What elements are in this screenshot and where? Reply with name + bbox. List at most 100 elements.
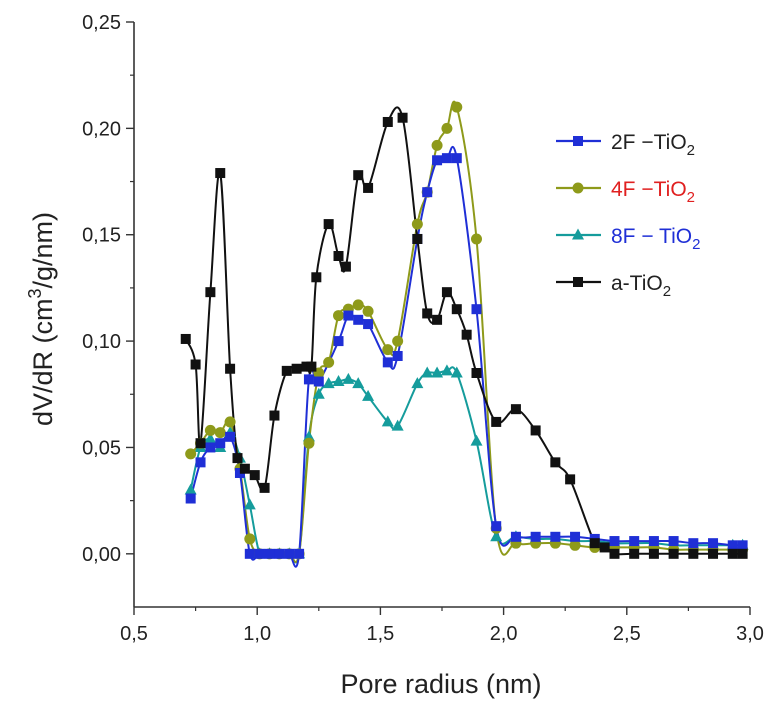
- data-point-4f-tio2: [569, 539, 581, 551]
- data-point-2f-tio2: [254, 548, 265, 559]
- data-point-8f-tio2: [332, 375, 345, 387]
- data-point-a-tio2: [688, 548, 699, 559]
- data-point-a-tio2: [565, 474, 576, 485]
- data-point-2f-tio2: [668, 536, 679, 547]
- y-axis-title: dV/dR (cm3/g/nm): [25, 212, 58, 426]
- data-point-8f-tio2: [312, 387, 325, 399]
- legend-marker: [573, 136, 583, 146]
- legend-label: 8F − TiO2: [611, 225, 700, 253]
- data-point-2f-tio2: [284, 548, 295, 559]
- data-point-4f-tio2: [185, 448, 197, 460]
- x-tick-label: 1,0: [243, 623, 271, 645]
- data-point-a-tio2: [269, 410, 280, 421]
- data-point-2f-tio2: [737, 540, 748, 551]
- x-tick-label: 2,0: [490, 623, 518, 645]
- data-point-4f-tio2: [362, 305, 374, 317]
- data-point-4f-tio2: [411, 218, 423, 230]
- data-point-4f-tio2: [303, 437, 315, 449]
- data-point-a-tio2: [648, 548, 659, 559]
- data-point-2f-tio2: [451, 153, 462, 164]
- data-point-4f-tio2: [470, 233, 482, 245]
- y-tick-label: 0,00: [82, 544, 121, 566]
- data-point-a-tio2: [306, 361, 317, 372]
- data-point-2f-tio2: [264, 548, 275, 559]
- legend-label-main: 2F −TiO: [611, 131, 687, 154]
- data-point-a-tio2: [195, 438, 206, 449]
- data-point-4f-tio2: [382, 344, 394, 356]
- legend-label-subscript: 2: [692, 236, 700, 253]
- data-point-a-tio2: [311, 272, 322, 283]
- data-point-4f-tio2: [244, 533, 256, 545]
- data-point-a-tio2: [530, 425, 541, 436]
- data-point-2f-tio2: [205, 442, 216, 453]
- data-point-2f-tio2: [274, 548, 285, 559]
- data-point-2f-tio2: [313, 376, 324, 387]
- legend-label-main: a-TiO: [611, 272, 663, 295]
- legend-label: 2F −TiO2: [611, 131, 695, 159]
- data-point-a-tio2: [180, 333, 191, 344]
- data-point-a-tio2: [629, 548, 640, 559]
- data-point-a-tio2: [239, 463, 250, 474]
- data-point-a-tio2: [668, 548, 679, 559]
- data-point-a-tio2: [215, 168, 226, 179]
- data-point-8f-tio2: [440, 364, 453, 376]
- legend-label-subscript: 2: [687, 189, 695, 206]
- data-point-a-tio2: [291, 363, 302, 374]
- legend-marker: [573, 277, 583, 287]
- data-point-2f-tio2: [422, 187, 433, 198]
- y-tick-label: 0,25: [82, 12, 121, 34]
- data-point-8f-tio2: [450, 366, 463, 378]
- data-point-2f-tio2: [294, 548, 305, 559]
- data-point-2f-tio2: [363, 319, 374, 330]
- data-point-a-tio2: [422, 308, 433, 319]
- data-point-2f-tio2: [185, 493, 196, 504]
- data-point-a-tio2: [461, 329, 472, 340]
- series-line-8f-tio2: [189, 366, 743, 564]
- data-point-2f-tio2: [303, 374, 314, 385]
- series-line-2f-tio2: [189, 145, 743, 568]
- data-point-4f-tio2: [214, 427, 226, 439]
- y-axis-title-prefix: dV/dR (cm: [28, 299, 58, 427]
- data-point-a-tio2: [397, 112, 408, 123]
- data-point-a-tio2: [363, 182, 374, 193]
- data-point-a-tio2: [451, 304, 462, 315]
- legend-marker: [572, 182, 584, 194]
- data-point-4f-tio2: [451, 101, 463, 113]
- data-point-8f-tio2: [470, 434, 483, 446]
- data-point-8f-tio2: [431, 366, 444, 378]
- data-point-a-tio2: [333, 251, 344, 261]
- data-point-8f-tio2: [381, 415, 394, 427]
- data-point-2f-tio2: [570, 531, 581, 542]
- legend-marker: [572, 228, 584, 240]
- axes: [126, 21, 751, 615]
- data-point-2f-tio2: [550, 531, 561, 542]
- data-point-8f-tio2: [302, 430, 315, 442]
- data-point-2f-tio2: [333, 336, 344, 347]
- data-point-2f-tio2: [195, 457, 206, 468]
- data-point-a-tio2: [708, 548, 719, 559]
- data-point-2f-tio2: [688, 538, 699, 549]
- data-point-2f-tio2: [441, 153, 452, 164]
- y-tick-label: 0,20: [82, 118, 121, 140]
- data-point-a-tio2: [471, 368, 482, 378]
- data-point-8f-tio2: [391, 419, 404, 431]
- y-tick-label: 0,05: [82, 437, 121, 459]
- x-tick-label: 2,5: [613, 623, 641, 645]
- data-point-8f-tio2: [362, 389, 375, 401]
- data-point-2f-tio2: [708, 538, 719, 549]
- data-point-2f-tio2: [432, 155, 443, 166]
- data-point-8f-tio2: [421, 366, 434, 378]
- data-point-8f-tio2: [204, 432, 217, 444]
- data-point-2f-tio2: [392, 350, 403, 361]
- x-axis-title: Pore radius (nm): [340, 669, 541, 699]
- data-point-2f-tio2: [343, 310, 354, 321]
- y-axis-title-sup: 3: [25, 288, 45, 298]
- data-point-a-tio2: [491, 416, 502, 427]
- data-point-a-tio2: [412, 233, 423, 244]
- data-point-a-tio2: [232, 453, 243, 464]
- y-tick-label: 0,15: [82, 225, 121, 247]
- data-point-4f-tio2: [441, 122, 453, 134]
- data-point-4f-tio2: [224, 416, 236, 428]
- data-point-2f-tio2: [510, 531, 521, 542]
